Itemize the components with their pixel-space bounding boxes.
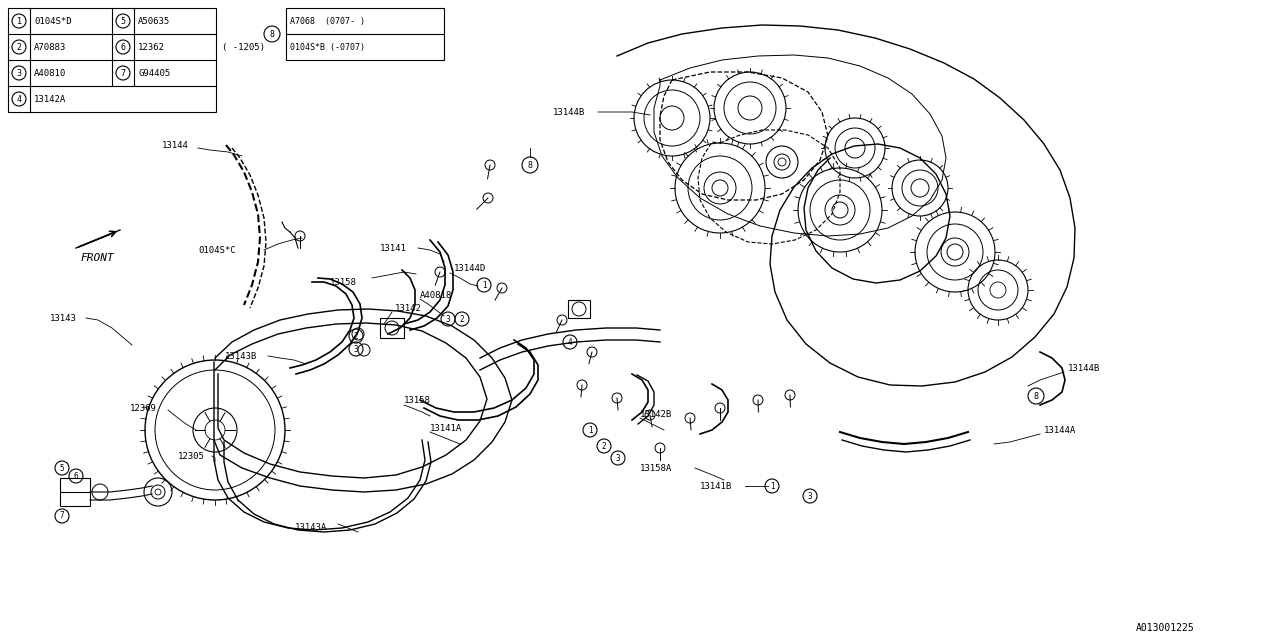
Text: 13143B: 13143B bbox=[225, 351, 257, 360]
Text: 2: 2 bbox=[602, 442, 607, 451]
Bar bbox=[8, 8, 216, 112]
Text: 13158A: 13158A bbox=[640, 463, 672, 472]
Text: 13142B: 13142B bbox=[640, 410, 672, 419]
Text: A7068  (0707- ): A7068 (0707- ) bbox=[291, 17, 365, 26]
Text: 13142A: 13142A bbox=[35, 95, 67, 104]
Text: 0104S*D: 0104S*D bbox=[35, 17, 72, 26]
Text: 1: 1 bbox=[588, 426, 593, 435]
Bar bbox=[568, 300, 590, 318]
Text: 13141A: 13141A bbox=[430, 424, 462, 433]
Text: 8: 8 bbox=[527, 161, 532, 170]
Text: 2: 2 bbox=[353, 332, 358, 340]
Text: A70883: A70883 bbox=[35, 42, 67, 51]
Text: A40818: A40818 bbox=[420, 291, 452, 300]
Text: 5: 5 bbox=[60, 463, 64, 472]
Text: 13143A: 13143A bbox=[294, 524, 328, 532]
Text: 13141B: 13141B bbox=[700, 481, 732, 490]
Text: A50635: A50635 bbox=[138, 17, 170, 26]
Text: 3: 3 bbox=[353, 344, 358, 353]
Text: 13144: 13144 bbox=[163, 141, 189, 150]
Text: 7: 7 bbox=[60, 511, 64, 520]
Text: 3: 3 bbox=[616, 454, 621, 463]
Text: 13144B: 13144B bbox=[1068, 364, 1101, 372]
Text: 1: 1 bbox=[17, 17, 22, 26]
Text: 0104S*C: 0104S*C bbox=[198, 246, 236, 255]
Text: 13158: 13158 bbox=[330, 278, 357, 287]
Text: 12369: 12369 bbox=[131, 403, 157, 413]
Text: 2: 2 bbox=[17, 42, 22, 51]
Text: 4: 4 bbox=[17, 95, 22, 104]
Text: 13143: 13143 bbox=[50, 314, 77, 323]
Text: 7: 7 bbox=[120, 68, 125, 77]
Text: 3: 3 bbox=[808, 492, 813, 500]
Bar bbox=[380, 318, 404, 338]
Text: 13144D: 13144D bbox=[454, 264, 486, 273]
Bar bbox=[285, 8, 444, 60]
Text: 6: 6 bbox=[74, 472, 78, 481]
Text: 13144B: 13144B bbox=[553, 108, 585, 116]
Text: 6: 6 bbox=[120, 42, 125, 51]
Text: ( -1205): ( -1205) bbox=[221, 42, 265, 51]
Text: 1: 1 bbox=[481, 280, 486, 289]
Text: A40810: A40810 bbox=[35, 68, 67, 77]
Bar bbox=[60, 478, 90, 506]
Text: 5: 5 bbox=[120, 17, 125, 26]
Text: 13141: 13141 bbox=[380, 243, 407, 253]
Text: 2: 2 bbox=[460, 314, 465, 323]
Text: 13158: 13158 bbox=[404, 396, 431, 404]
Text: 0104S*B (-0707): 0104S*B (-0707) bbox=[291, 42, 365, 51]
Text: 12362: 12362 bbox=[138, 42, 165, 51]
Text: 12305: 12305 bbox=[178, 451, 205, 461]
Text: 4: 4 bbox=[568, 337, 572, 346]
Text: G94405: G94405 bbox=[138, 68, 170, 77]
Text: A013001225: A013001225 bbox=[1137, 623, 1196, 633]
Text: 1: 1 bbox=[769, 481, 774, 490]
Text: 8: 8 bbox=[270, 29, 274, 38]
Text: 13144A: 13144A bbox=[1044, 426, 1076, 435]
Text: 13142: 13142 bbox=[396, 303, 422, 312]
Text: FRONT: FRONT bbox=[81, 253, 114, 263]
Text: 3: 3 bbox=[445, 314, 451, 323]
Text: 3: 3 bbox=[17, 68, 22, 77]
Text: 8: 8 bbox=[1033, 392, 1038, 401]
